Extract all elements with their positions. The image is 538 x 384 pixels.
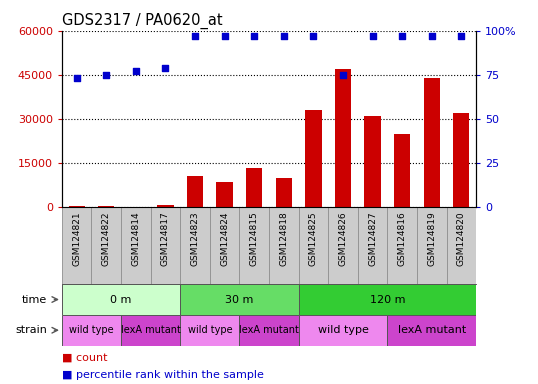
Bar: [246, 167, 263, 207]
Text: GSM124822: GSM124822: [102, 211, 111, 266]
Bar: [335, 69, 351, 207]
Text: strain: strain: [15, 325, 47, 335]
Bar: [210, 207, 239, 284]
Bar: [364, 116, 381, 207]
Bar: [447, 207, 476, 284]
Bar: [157, 205, 174, 207]
Bar: [299, 284, 476, 315]
Text: GSM124826: GSM124826: [338, 211, 348, 266]
Bar: [187, 177, 203, 207]
Text: lexA mutant: lexA mutant: [398, 325, 466, 335]
Text: GDS2317 / PA0620_at: GDS2317 / PA0620_at: [62, 13, 223, 29]
Bar: [394, 134, 410, 207]
Text: GSM124825: GSM124825: [309, 211, 318, 266]
Text: ■ count: ■ count: [62, 353, 108, 363]
Text: GSM124824: GSM124824: [220, 211, 229, 266]
Point: [309, 33, 317, 39]
Bar: [151, 207, 180, 284]
Text: GSM124823: GSM124823: [190, 211, 200, 266]
Bar: [417, 207, 447, 284]
Bar: [180, 284, 299, 315]
Text: 120 m: 120 m: [370, 295, 405, 305]
Text: lexA mutant: lexA mutant: [121, 325, 181, 335]
Text: GSM124817: GSM124817: [161, 211, 170, 266]
Text: lexA mutant: lexA mutant: [239, 325, 299, 335]
Point: [72, 75, 81, 81]
Bar: [239, 315, 299, 346]
Text: GSM124821: GSM124821: [72, 211, 81, 266]
Text: GSM124814: GSM124814: [131, 211, 140, 266]
Point: [250, 33, 258, 39]
Point: [338, 72, 347, 78]
Text: 0 m: 0 m: [110, 295, 132, 305]
Point: [220, 33, 229, 39]
Bar: [387, 207, 417, 284]
Bar: [98, 205, 115, 207]
Bar: [299, 315, 387, 346]
Text: time: time: [22, 295, 47, 305]
Text: 30 m: 30 m: [225, 295, 253, 305]
Bar: [423, 78, 440, 207]
Bar: [180, 315, 239, 346]
Point: [102, 72, 110, 78]
Point: [279, 33, 288, 39]
Text: wild type: wild type: [188, 325, 232, 335]
Bar: [62, 284, 180, 315]
Text: GSM124815: GSM124815: [250, 211, 259, 266]
Point: [161, 65, 169, 71]
Bar: [269, 207, 299, 284]
Text: wild type: wild type: [317, 325, 369, 335]
Point: [398, 33, 406, 39]
Point: [457, 33, 465, 39]
Bar: [305, 110, 322, 207]
Bar: [328, 207, 358, 284]
Bar: [62, 207, 91, 284]
Point: [368, 33, 377, 39]
Bar: [275, 178, 292, 207]
Point: [190, 33, 199, 39]
Text: GSM124827: GSM124827: [368, 211, 377, 266]
Bar: [239, 207, 269, 284]
Text: GSM124820: GSM124820: [457, 211, 466, 266]
Bar: [358, 207, 387, 284]
Text: ■ percentile rank within the sample: ■ percentile rank within the sample: [62, 370, 264, 380]
Bar: [91, 207, 121, 284]
Bar: [216, 182, 233, 207]
Text: GSM124819: GSM124819: [427, 211, 436, 266]
Bar: [299, 207, 328, 284]
Bar: [62, 315, 121, 346]
Text: GSM124816: GSM124816: [398, 211, 407, 266]
Point: [427, 33, 436, 39]
Bar: [121, 207, 151, 284]
Text: GSM124818: GSM124818: [279, 211, 288, 266]
Point: [131, 68, 140, 74]
Bar: [121, 315, 180, 346]
Bar: [387, 315, 476, 346]
Bar: [453, 113, 470, 207]
Text: wild type: wild type: [69, 325, 114, 335]
Bar: [180, 207, 210, 284]
